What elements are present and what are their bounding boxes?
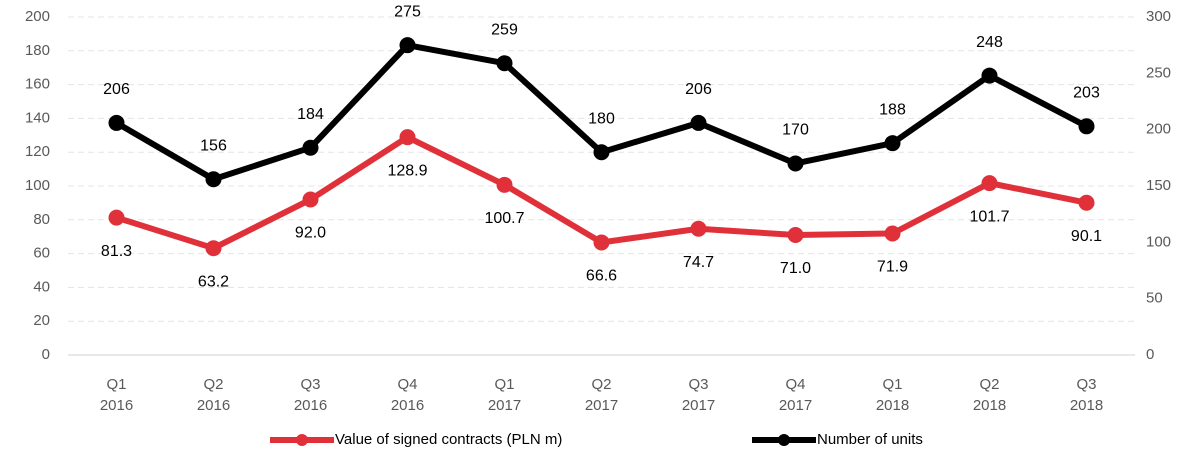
data-label: 81.3 <box>101 243 132 260</box>
point <box>302 139 319 156</box>
y2-tick-label: 300 <box>1146 8 1171 25</box>
point <box>690 220 707 237</box>
data-label: 206 <box>685 81 712 98</box>
data-label: 74.7 <box>683 254 714 271</box>
data-label: 90.1 <box>1071 228 1102 245</box>
data-label: 156 <box>200 137 227 154</box>
x-tick-label: Q1 2018 <box>876 376 909 414</box>
y2-tick-label: 200 <box>1146 121 1171 138</box>
x-tick-label: Q4 2016 <box>391 376 424 414</box>
point <box>981 175 998 192</box>
point <box>205 171 222 188</box>
data-label: 71.9 <box>877 259 908 276</box>
data-label: 259 <box>491 21 518 38</box>
data-label: 170 <box>782 122 809 139</box>
point <box>884 135 901 152</box>
point <box>399 37 416 54</box>
data-label: 188 <box>879 101 906 118</box>
y-tick-label: 200 <box>25 8 50 25</box>
point <box>787 155 804 172</box>
y-tick-label: 60 <box>33 245 50 262</box>
point <box>1078 194 1095 211</box>
point <box>496 176 513 193</box>
x-tick-label: Q3 2016 <box>294 376 327 414</box>
y2-tick-label: 250 <box>1146 64 1171 81</box>
point <box>108 209 125 226</box>
point <box>1078 118 1095 135</box>
point <box>302 191 319 208</box>
x-tick-label: Q3 2018 <box>1070 376 1103 414</box>
data-label: 128.9 <box>387 162 427 179</box>
y2-tick-label: 150 <box>1146 177 1171 194</box>
y-tick-label: 180 <box>25 42 50 59</box>
y-tick-label: 120 <box>25 143 50 160</box>
y2-tick-label: 0 <box>1146 346 1154 363</box>
data-label: 71.0 <box>780 260 811 277</box>
x-tick-label: Q1 2017 <box>488 376 521 414</box>
legend-marker <box>778 434 790 446</box>
data-label: 206 <box>103 81 130 98</box>
y-tick-label: 140 <box>25 109 50 126</box>
data-label: 248 <box>976 34 1003 51</box>
point <box>787 227 804 244</box>
x-tick-label: Q2 2016 <box>197 376 230 414</box>
x-tick-label: Q2 2018 <box>973 376 1006 414</box>
legend-marker <box>296 434 308 446</box>
data-label: 100.7 <box>484 210 524 227</box>
data-label: 92.0 <box>295 225 326 242</box>
data-label: 203 <box>1073 85 1100 102</box>
point <box>593 144 610 161</box>
y-tick-label: 80 <box>33 211 50 228</box>
point <box>205 240 222 257</box>
y-tick-label: 160 <box>25 76 50 93</box>
point <box>399 129 416 146</box>
y2-tick-label: 100 <box>1146 233 1171 250</box>
x-tick-label: Q4 2017 <box>779 376 812 414</box>
point <box>593 234 610 251</box>
x-tick-label: Q1 2016 <box>100 376 133 414</box>
legend-label: Number of units <box>817 431 923 448</box>
y2-tick-label: 50 <box>1146 290 1163 307</box>
point <box>690 114 707 131</box>
data-label: 66.6 <box>586 268 617 285</box>
point <box>981 67 998 84</box>
point <box>108 114 125 131</box>
point <box>496 55 513 72</box>
y-tick-label: 20 <box>33 312 50 329</box>
legend-label: Value of signed contracts (PLN m) <box>335 431 562 448</box>
point <box>884 225 901 242</box>
x-tick-label: Q3 2017 <box>682 376 715 414</box>
y-tick-label: 100 <box>25 177 50 194</box>
data-label: 184 <box>297 106 324 123</box>
data-label: 180 <box>588 110 615 127</box>
y-tick-label: 0 <box>42 346 50 363</box>
x-tick-label: Q2 2017 <box>585 376 618 414</box>
data-label: 101.7 <box>969 208 1009 225</box>
data-label: 275 <box>394 3 421 20</box>
y-tick-label: 40 <box>33 278 50 295</box>
data-label: 63.2 <box>198 273 229 290</box>
